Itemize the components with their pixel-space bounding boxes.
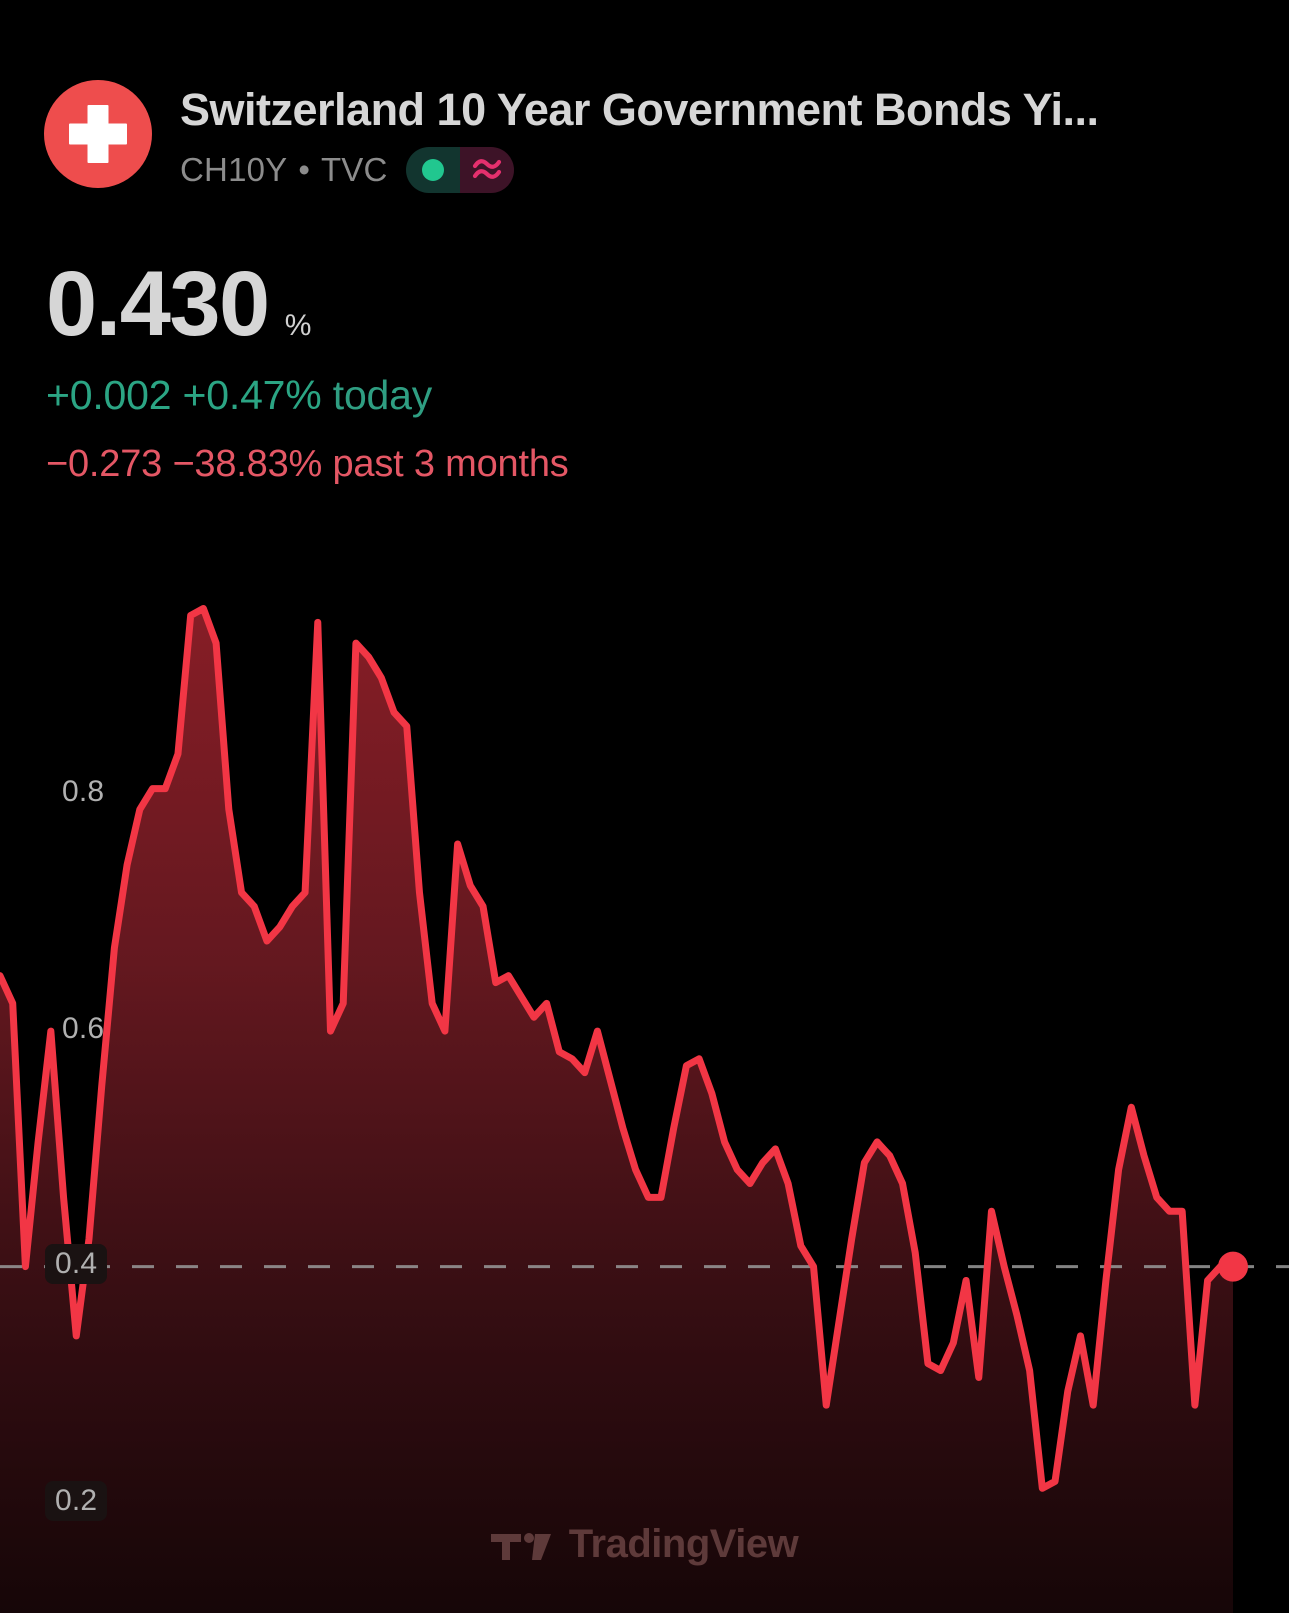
change-today: +0.002 +0.47% today [46, 372, 569, 419]
market-open-indicator [405, 146, 460, 193]
data-delayed-indicator [459, 146, 514, 193]
swiss-flag-icon [44, 80, 152, 188]
price-row: 0.430 % [46, 258, 569, 350]
y-axis-label-0: 0.8 [62, 775, 105, 808]
wave-icon [472, 158, 501, 179]
green-dot-icon [421, 158, 444, 181]
quote-block: 0.430 % +0.002 +0.47% today −0.273 −38.8… [46, 258, 569, 486]
y-axis-label-1: 0.6 [62, 1012, 105, 1045]
symbol-meta-row: CH10Y • TVC [180, 146, 1099, 193]
chart-line-series [0, 604, 1237, 1492]
change-period: −0.273 −38.83% past 3 months [46, 443, 569, 485]
chart-canvas[interactable] [0, 560, 1289, 1613]
y-axis-label-2: 0.4 [45, 1244, 108, 1284]
last-price-marker [1218, 1251, 1248, 1282]
y-axis-label-3: 0.2 [45, 1481, 108, 1521]
change-today-label: today [332, 372, 433, 418]
last-price: 0.430 [46, 253, 270, 355]
price-unit: % [284, 309, 312, 342]
price-chart[interactable]: 0.8 0.6 0.4 0.2 TradingView [0, 560, 1289, 1613]
status-badge[interactable] [405, 146, 514, 193]
header-titles: Switzerland 10 Year Government Bonds Yi.… [180, 80, 1099, 193]
symbol-exchange[interactable]: TVC [320, 150, 388, 188]
meta-separator: • [298, 150, 310, 188]
change-today-value: +0.002 +0.47% [46, 372, 322, 418]
symbol-ticker[interactable]: CH10Y [180, 150, 288, 188]
page-title: Switzerland 10 Year Government Bonds Yi.… [180, 84, 1099, 135]
symbol-header: Switzerland 10 Year Government Bonds Yi.… [44, 80, 1099, 193]
flag-cross-horizontal [69, 123, 127, 145]
